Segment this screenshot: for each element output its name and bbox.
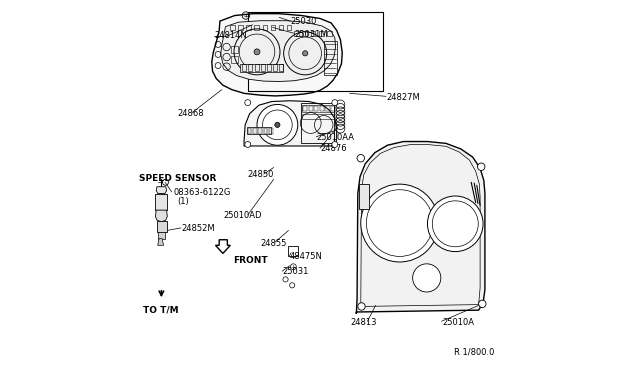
Bar: [242, 64, 246, 71]
Text: 25031M: 25031M: [294, 29, 328, 39]
Bar: [320, 106, 324, 111]
Circle shape: [254, 49, 260, 55]
Bar: [301, 103, 334, 143]
Bar: [253, 128, 257, 134]
Bar: [240, 64, 283, 72]
Circle shape: [357, 154, 364, 162]
Bar: [264, 128, 268, 134]
Text: 24855: 24855: [260, 239, 287, 248]
Bar: [231, 56, 239, 62]
Text: 24814N: 24814N: [214, 31, 247, 41]
Bar: [303, 106, 307, 111]
Bar: [302, 114, 333, 119]
Circle shape: [332, 141, 338, 147]
Text: 25031: 25031: [282, 267, 308, 276]
Text: 25010AA: 25010AA: [316, 133, 355, 142]
Text: 25030: 25030: [291, 17, 317, 26]
Circle shape: [244, 100, 251, 106]
Polygon shape: [156, 210, 167, 222]
Circle shape: [413, 264, 441, 292]
Bar: [255, 64, 259, 71]
Bar: [159, 232, 165, 238]
Bar: [156, 194, 167, 210]
Text: 24876: 24876: [320, 144, 347, 153]
Bar: [230, 25, 235, 31]
Polygon shape: [244, 101, 337, 146]
Circle shape: [428, 196, 483, 251]
Circle shape: [303, 51, 308, 56]
Circle shape: [332, 100, 338, 106]
Bar: [267, 64, 271, 71]
Bar: [308, 106, 313, 111]
Bar: [311, 31, 315, 36]
Circle shape: [479, 300, 486, 308]
Polygon shape: [356, 141, 485, 314]
Bar: [331, 106, 335, 111]
Polygon shape: [212, 14, 342, 96]
Text: 25010A: 25010A: [442, 318, 474, 327]
Circle shape: [361, 184, 438, 262]
Bar: [231, 46, 239, 52]
Text: SPEED SENSOR: SPEED SENSOR: [139, 174, 216, 183]
Bar: [259, 128, 262, 134]
Text: 24827M: 24827M: [387, 93, 420, 102]
Text: 24850: 24850: [248, 170, 274, 179]
Bar: [248, 64, 252, 71]
Text: 24868: 24868: [177, 109, 204, 118]
Text: FRONT: FRONT: [233, 256, 268, 265]
Polygon shape: [216, 240, 230, 253]
Bar: [271, 25, 275, 31]
Text: (1): (1): [177, 197, 189, 206]
Polygon shape: [221, 21, 335, 81]
Text: 25010AD: 25010AD: [223, 211, 262, 220]
Bar: [262, 25, 267, 31]
Bar: [248, 12, 383, 92]
Polygon shape: [156, 187, 166, 193]
Bar: [238, 25, 243, 31]
Text: 48475N: 48475N: [290, 252, 323, 261]
Bar: [302, 105, 333, 112]
Text: TO T/M: TO T/M: [143, 306, 179, 315]
Polygon shape: [157, 238, 164, 245]
Text: R 1/800.0: R 1/800.0: [454, 347, 495, 356]
Bar: [359, 184, 369, 209]
Bar: [246, 25, 251, 31]
Text: 24813: 24813: [350, 318, 377, 327]
Bar: [314, 106, 318, 111]
Bar: [302, 31, 307, 36]
Bar: [273, 64, 277, 71]
Circle shape: [257, 105, 298, 145]
Bar: [289, 246, 298, 256]
Circle shape: [477, 163, 485, 170]
Bar: [287, 25, 291, 31]
Bar: [278, 25, 283, 31]
Bar: [328, 31, 332, 36]
Circle shape: [275, 122, 280, 128]
Bar: [294, 31, 298, 36]
Circle shape: [358, 303, 365, 310]
Bar: [246, 128, 271, 134]
Bar: [157, 221, 166, 232]
Bar: [279, 64, 284, 71]
Text: 08363-6122G: 08363-6122G: [173, 188, 231, 197]
Bar: [319, 31, 324, 36]
Text: 24852M: 24852M: [181, 224, 214, 233]
Bar: [248, 128, 252, 134]
Circle shape: [244, 141, 251, 147]
Bar: [255, 25, 259, 31]
Bar: [269, 128, 273, 134]
Bar: [326, 106, 330, 111]
Bar: [260, 64, 265, 71]
Bar: [324, 41, 337, 75]
